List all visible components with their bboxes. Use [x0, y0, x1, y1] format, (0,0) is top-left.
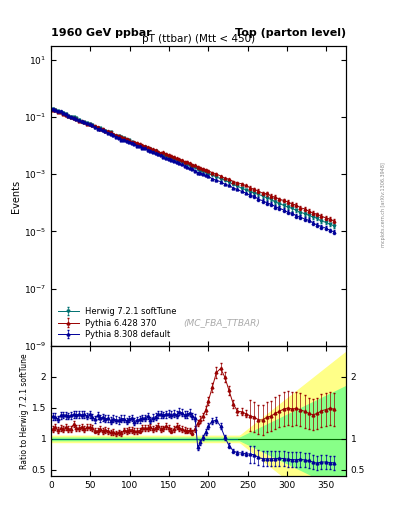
Title: pT (ttbar) (Mtt < 450): pT (ttbar) (Mtt < 450) — [142, 34, 255, 44]
Text: Top (parton level): Top (parton level) — [235, 28, 346, 38]
Y-axis label: Ratio to Herwig 7.2.1 softTune: Ratio to Herwig 7.2.1 softTune — [20, 353, 29, 469]
Y-axis label: Events: Events — [11, 179, 21, 212]
Text: mcplots.cern.ch [arXiv:1306.3948]: mcplots.cern.ch [arXiv:1306.3948] — [381, 162, 386, 247]
Text: 1960 GeV ppbar: 1960 GeV ppbar — [51, 28, 152, 38]
Legend: Herwig 7.2.1 softTune, Pythia 6.428 370, Pythia 8.308 default: Herwig 7.2.1 softTune, Pythia 6.428 370,… — [55, 305, 179, 342]
Text: (MC_FBA_TTBAR): (MC_FBA_TTBAR) — [184, 318, 261, 327]
